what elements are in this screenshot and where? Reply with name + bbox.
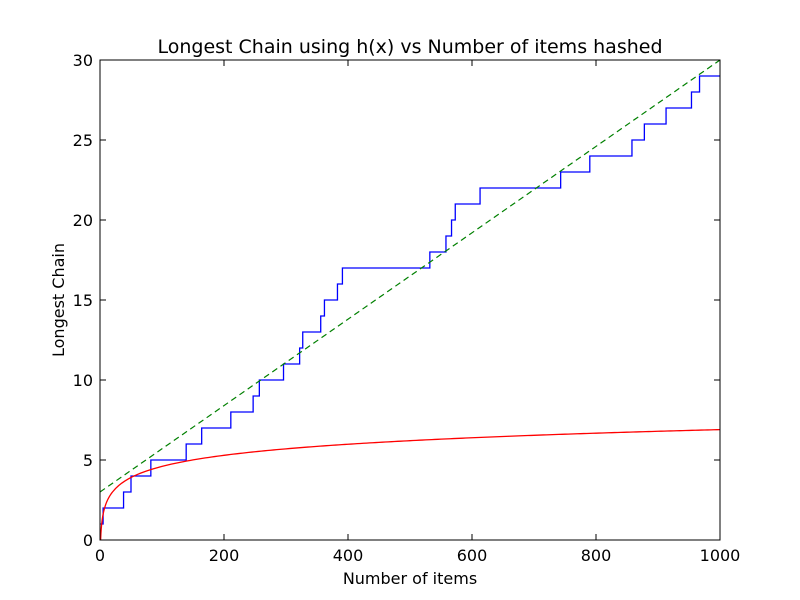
x-axis-label: Number of items	[343, 569, 477, 588]
step-series-line	[100, 75, 720, 525]
x-tick-label: 400	[333, 546, 364, 565]
y-axis-label: Longest Chain	[49, 243, 68, 357]
y-tick-label: 0	[83, 531, 93, 550]
y-tick-label: 15	[73, 291, 93, 310]
x-tick-label: 200	[209, 546, 240, 565]
log-series-line	[100, 428, 720, 540]
x-tick-label: 0	[95, 546, 105, 565]
x-tick-label: 600	[457, 546, 488, 565]
y-tick-label: 20	[73, 211, 93, 230]
chart-title: Longest Chain using h(x) vs Number of it…	[157, 36, 662, 58]
plot-ticks: 0 200 400 600 800 1000 0 5 10 15 20 25 30	[73, 51, 741, 565]
y-tick-label: 5	[83, 451, 93, 470]
y-tick-label: 10	[73, 371, 93, 390]
y-tick-label: 25	[73, 131, 93, 150]
x-tick-label: 800	[581, 546, 612, 565]
x-tick-label: 1000	[700, 546, 741, 565]
plot-frame	[99, 59, 721, 541]
y-tick-label: 30	[73, 51, 93, 70]
plot-series	[100, 60, 720, 540]
dashed-series-line	[100, 60, 720, 493]
